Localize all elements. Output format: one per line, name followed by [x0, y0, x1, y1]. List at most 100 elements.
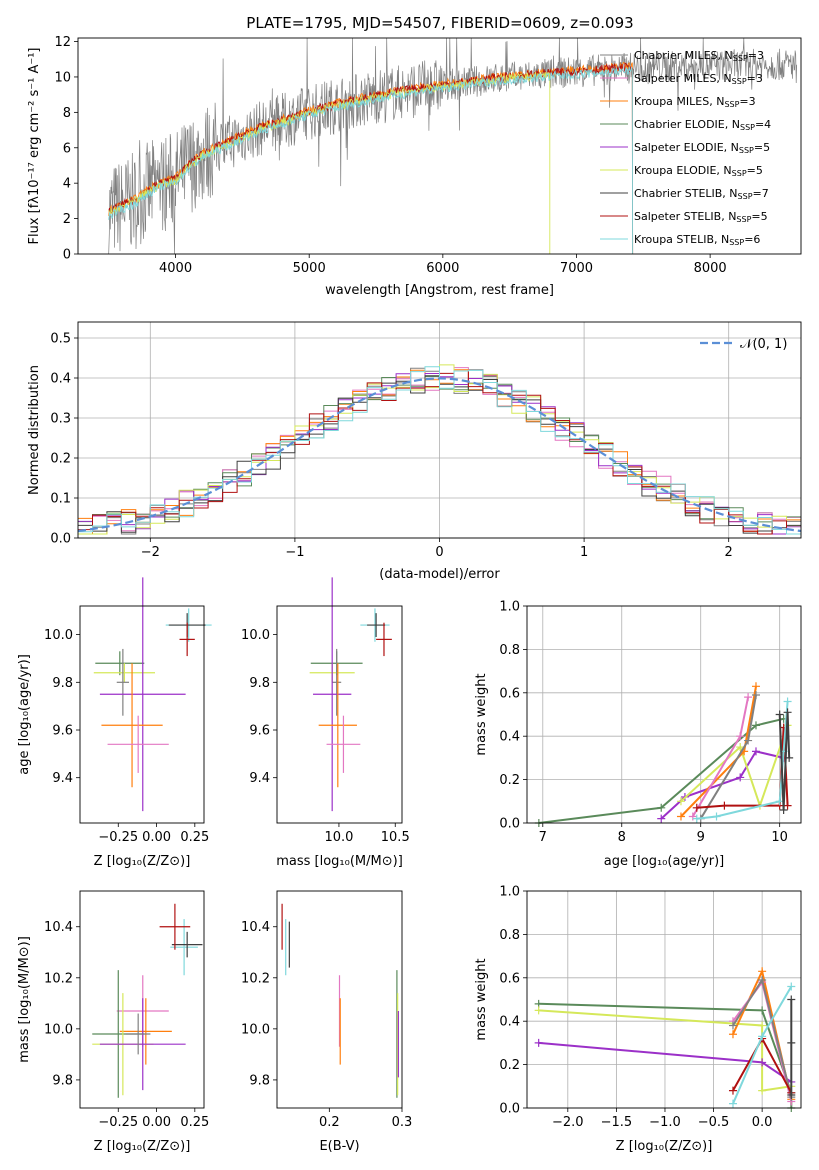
data-point	[751, 747, 760, 756]
legend-entry: Kroupa STELIB, NSSP=6	[634, 233, 760, 247]
y-tick-label: 10.4	[44, 920, 73, 935]
data-point	[657, 803, 666, 812]
axes-frame	[276, 890, 403, 1109]
y-tick-label: 9.8	[52, 1073, 73, 1088]
y-tick-label: 0.6	[499, 971, 520, 986]
x-tick-label: 2	[725, 545, 733, 560]
y-tick-label: 8	[63, 106, 71, 121]
y-tick-label: 10.2	[44, 971, 73, 986]
model-spectrum-line	[108, 62, 634, 255]
legend-entry: 𝒩(0, 1)	[740, 337, 787, 352]
y-tick-label: 9.8	[52, 676, 73, 691]
data-point	[787, 995, 796, 1004]
data-point	[728, 1099, 737, 1108]
y-axis-label: Flux [fλ10⁻¹⁷ erg cm⁻² s⁻¹ A⁻¹]	[27, 48, 42, 245]
data-point	[728, 1030, 737, 1039]
y-tick-label: 0.2	[499, 773, 520, 788]
weight-vs-metallicity-plot: −2.0 −1.5 −1.0 −0.5 0.0 0.0 0.2 0.4 0.6 0.8 1.0 Z […	[474, 885, 802, 1154]
x-tick-label: −1.0	[649, 1115, 681, 1130]
x-tick-label: −1.5	[601, 1115, 633, 1130]
data-point	[787, 1038, 796, 1047]
data-point	[728, 1086, 737, 1095]
gaussian-curve	[77, 377, 802, 533]
data-point	[758, 1086, 767, 1095]
x-axis-label: age [log₁₀(age/yr)]	[604, 854, 725, 869]
data-point	[787, 982, 796, 991]
x-axis-label: Z [log₁₀(Z/Z⊙)]	[94, 854, 191, 869]
residuals-histogram: −2 −1 0 1 2 0.0 0.1 0.2 0.3 0.4 0.5 (data-model)/er…	[27, 321, 802, 582]
y-tick-label: 0.6	[499, 686, 520, 701]
data-point	[751, 682, 760, 691]
legend-entry: Chabrier STELIB, NSSP=7	[634, 187, 769, 201]
data-point	[758, 1058, 767, 1067]
y-tick-label: 9.6	[249, 724, 270, 739]
data-point	[751, 721, 760, 730]
x-axis-label: mass [log₁₀(M/M⊙)]	[276, 854, 403, 869]
x-tick-label: 7000	[560, 261, 593, 276]
x-tick-label: 0	[435, 545, 443, 560]
x-tick-label: 10.5	[381, 830, 410, 845]
x-tick-label: 5000	[293, 261, 326, 276]
x-tick-label: 4000	[159, 261, 192, 276]
x-axis-label: Z [log₁₀(Z/Z⊙)]	[616, 1139, 713, 1154]
axes-frame	[77, 321, 802, 539]
data-point	[783, 697, 792, 706]
data-point	[534, 1038, 543, 1047]
data-point	[783, 801, 792, 810]
data-point	[785, 753, 794, 762]
data-point	[744, 736, 753, 745]
x-tick-label: 0.2	[319, 1115, 340, 1130]
y-tick-label: 4	[63, 177, 71, 192]
y-tick-label: 0.0	[499, 1102, 520, 1117]
x-tick-label: 6000	[426, 261, 459, 276]
y-tick-label: 0.4	[499, 730, 520, 745]
y-tick-label: 9.8	[249, 676, 270, 691]
y-tick-label: 10.0	[241, 628, 270, 643]
data-point	[736, 773, 745, 782]
data-point	[783, 708, 792, 717]
x-tick-label: −2.0	[552, 1115, 584, 1130]
x-tick-label: 10	[771, 830, 788, 845]
age-vs-metallicity-plot: −0.25 0.00 0.25 9.4 9.6 9.8 10.0 Z [log₁₀(Z/Z⊙)…	[17, 577, 212, 869]
y-tick-label: 9.4	[52, 771, 73, 786]
y-tick-label: 2	[63, 212, 71, 227]
y-tick-label: 0.0	[499, 817, 520, 832]
data-point	[676, 797, 685, 806]
mass-vs-ebv-plot: 0.2 0.3 9.8 10.0 10.2 10.4 E(B-V)	[241, 890, 412, 1154]
data-point	[692, 803, 701, 812]
x-tick-label: 0.00	[142, 830, 171, 845]
data-point	[779, 805, 788, 814]
y-tick-label: 0.3	[50, 412, 71, 427]
x-axis-label: E(B-V)	[319, 1139, 359, 1154]
series-line	[538, 717, 784, 824]
data-point	[657, 814, 666, 823]
data-point	[744, 693, 753, 702]
x-tick-label: −0.25	[98, 830, 138, 845]
y-tick-label: 0.8	[499, 643, 520, 658]
legend-entry: Chabrier ELODIE, NSSP=4	[634, 118, 771, 132]
weight-vs-age-plot: 7 8 9 10 0.0 0.2 0.4 0.6 0.8 1.0 age [log₁₀(age/yr…	[474, 600, 802, 869]
data-point	[676, 812, 685, 821]
y-tick-label: 9.6	[52, 724, 73, 739]
y-axis-label: Normed distribution	[27, 365, 42, 495]
axes-frame	[526, 890, 802, 1109]
y-tick-label: 0.8	[499, 928, 520, 943]
legend-entry: Kroupa MILES, NSSP=3	[634, 95, 756, 109]
data-point	[736, 732, 745, 741]
y-tick-label: 12	[54, 35, 71, 50]
x-axis-label: wavelength [Angstrom, rest frame]	[325, 283, 554, 298]
legend-entry: Chabrier MILES, NSSP=3	[634, 49, 764, 63]
data-point	[758, 1021, 767, 1030]
axes-frame	[77, 37, 802, 255]
data-point	[751, 690, 760, 699]
age-vs-mass-plot: 10.0 10.5 9.4 9.6 9.8 10.0 mass [log₁₀(M/M⊙)]	[241, 577, 410, 869]
x-tick-label: 0.25	[180, 1115, 209, 1130]
y-tick-label: 0.1	[50, 492, 71, 507]
series-line	[680, 725, 789, 809]
y-tick-label: 10.2	[241, 971, 270, 986]
y-tick-label: 0.2	[499, 1058, 520, 1073]
y-tick-label: 1.0	[499, 600, 520, 615]
y-tick-label: 9.8	[249, 1073, 270, 1088]
axes-frame	[79, 890, 205, 1109]
x-tick-label: 10.0	[324, 830, 353, 845]
